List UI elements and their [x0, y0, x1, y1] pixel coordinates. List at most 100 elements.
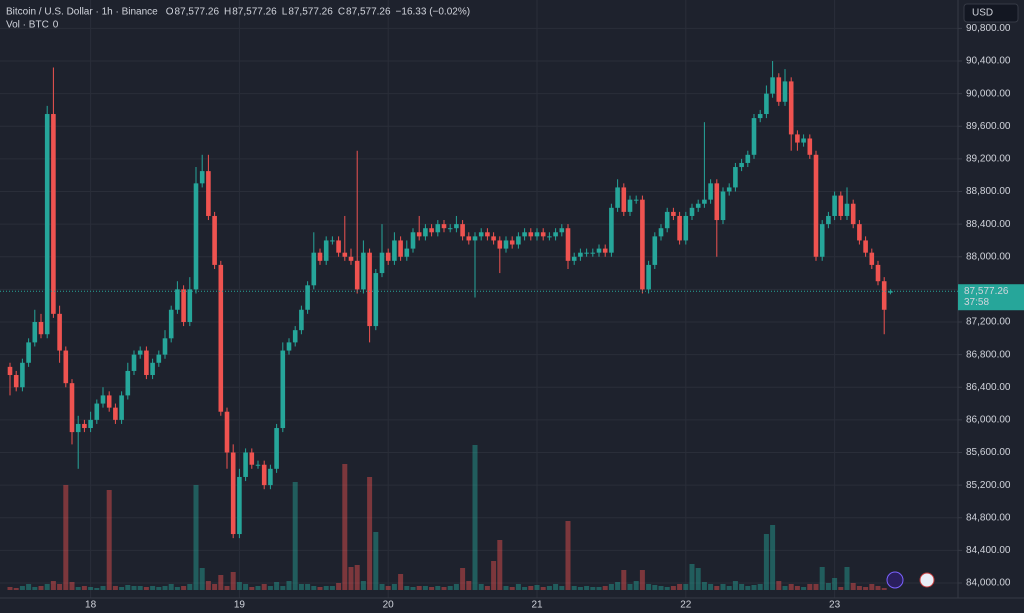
volume-bar — [670, 586, 676, 590]
volume-bar — [441, 587, 447, 590]
volume-bar — [50, 581, 56, 590]
currency-button[interactable]: USD — [963, 3, 1019, 23]
candle-body — [385, 252, 391, 261]
volume-bar — [602, 586, 608, 590]
volume-bar — [385, 586, 391, 590]
candle-body — [751, 118, 757, 155]
volume-bar — [732, 581, 738, 590]
volume-bar — [88, 587, 94, 590]
countdown: 37:58 — [964, 297, 989, 308]
icon[interactable] — [919, 572, 935, 588]
volume-bar — [44, 584, 50, 590]
candle-body — [94, 403, 100, 420]
candle-body — [274, 428, 279, 469]
volume-bar — [627, 584, 633, 590]
volume-bar — [106, 490, 112, 590]
volume-bar — [608, 584, 614, 590]
volume-bar — [181, 586, 187, 590]
candle-body — [423, 228, 428, 237]
candle-body — [20, 362, 25, 388]
volume-bar — [243, 584, 249, 590]
candle-body — [212, 215, 217, 265]
volume-bar — [559, 586, 565, 590]
volume-bar — [336, 583, 342, 590]
toolbar-icons — [886, 571, 935, 589]
volume-label: Vol · BTC — [6, 20, 49, 31]
ohlc-key: L — [282, 7, 288, 18]
icon[interactable] — [886, 571, 904, 589]
volume-bar — [453, 584, 459, 590]
candle-body — [547, 236, 552, 238]
candle-body — [553, 232, 558, 237]
candle-body — [516, 236, 521, 245]
volume-bar — [584, 586, 590, 590]
currency-button-bg[interactable] — [963, 3, 1019, 23]
volume-bar — [807, 584, 813, 590]
volume-bar — [367, 477, 373, 590]
volume-bar — [472, 445, 478, 590]
volume-bar — [838, 587, 844, 590]
volume-bar — [373, 532, 379, 590]
volume-bar — [354, 565, 360, 590]
currency[interactable]: USD — [972, 8, 993, 19]
candle-body — [162, 338, 168, 355]
candle-body — [243, 452, 248, 477]
candle-body — [311, 252, 317, 286]
candle-body — [658, 228, 664, 237]
ohlc-legend: O 87,577.26 H 87,577.26 L 87,577.26 C 87,577.26… — [53, 7, 470, 31]
volume-bar — [329, 586, 335, 590]
volume-bar — [794, 586, 800, 590]
volume-bar — [528, 586, 534, 590]
candle-body — [671, 211, 676, 216]
volume-bar — [683, 584, 689, 590]
candle-body — [206, 171, 211, 216]
candle-body — [435, 224, 441, 233]
volume-bar — [801, 587, 807, 590]
y-tick-label: 90,400.00 — [966, 56, 1011, 67]
volume-bar — [137, 586, 143, 590]
volume-bar — [230, 572, 236, 590]
volume-bar — [596, 587, 602, 590]
volume-bar — [119, 587, 125, 590]
candle-body — [119, 395, 124, 420]
volume-bar — [236, 582, 242, 590]
volume-bar — [460, 568, 466, 590]
candle-body — [131, 354, 137, 371]
volume-bar — [770, 525, 776, 590]
volume-bar — [664, 587, 670, 590]
candle-body — [869, 252, 875, 265]
volume-bar — [168, 584, 174, 590]
volume-bar — [305, 584, 311, 590]
volume-bar — [162, 586, 168, 590]
y-tick-label: 90,000.00 — [966, 88, 1011, 99]
candle-body — [230, 452, 236, 535]
candle-body — [621, 187, 627, 212]
candle-body — [478, 232, 484, 237]
grid — [0, 0, 958, 598]
y-tick-label: 86,800.00 — [966, 349, 1011, 360]
y-tick-label: 86,400.00 — [966, 382, 1011, 393]
volume-bar — [94, 588, 100, 590]
volume-bar — [565, 521, 571, 590]
candle-body — [726, 187, 732, 192]
candle-body — [13, 375, 19, 388]
candle-body — [168, 309, 174, 339]
candle-body — [863, 240, 868, 253]
candle-body — [100, 395, 106, 404]
candle-body — [255, 464, 261, 466]
volume-bar — [534, 585, 540, 590]
candle-body — [392, 240, 397, 261]
candle-body — [534, 232, 540, 237]
candle-body — [571, 256, 577, 261]
candle-body — [584, 252, 589, 254]
candle-body — [745, 154, 751, 163]
volume-bar — [26, 584, 32, 590]
volume-bar — [100, 586, 106, 590]
volume-bar — [590, 587, 596, 590]
candle-body — [776, 77, 782, 102]
volume-bar — [32, 587, 38, 590]
volume-bar — [615, 582, 621, 590]
candle-body — [75, 423, 81, 433]
candle-body — [466, 236, 472, 241]
